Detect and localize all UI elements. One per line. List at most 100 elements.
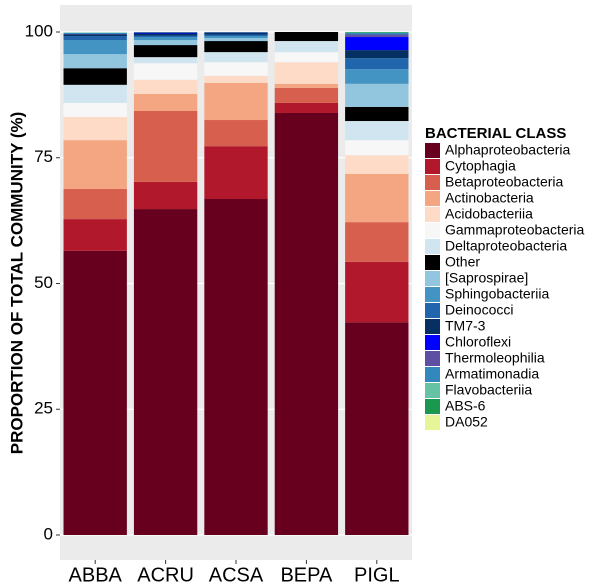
legend-label: Sphingobacteriia xyxy=(445,286,550,302)
legend-label: Gammaproteobacteria xyxy=(445,222,585,238)
bar-segment xyxy=(345,173,409,223)
bar-segment xyxy=(63,54,127,69)
bar-segment xyxy=(274,83,339,88)
bar-segment xyxy=(204,146,268,199)
bar-segment xyxy=(345,58,409,70)
bar-segment xyxy=(63,34,127,35)
bar-segment xyxy=(133,33,198,34)
bar-segment xyxy=(345,32,409,33)
bar-segment xyxy=(133,37,198,41)
bar-segment xyxy=(63,84,127,103)
bar-segment xyxy=(274,32,339,42)
bar-segment xyxy=(63,40,127,55)
legend-key xyxy=(425,367,440,382)
legend-key xyxy=(425,303,440,318)
bar-segment xyxy=(133,45,198,58)
bar-segment xyxy=(204,198,268,535)
bar-segment xyxy=(345,261,409,323)
legend-key xyxy=(425,191,440,206)
bar-segment xyxy=(274,87,339,103)
legend-key xyxy=(425,239,440,254)
legend-label: DA052 xyxy=(445,414,488,430)
bar-segment xyxy=(204,32,268,33)
legend-label: Other xyxy=(445,254,480,270)
legend-key xyxy=(425,319,440,334)
bar-segment xyxy=(345,140,409,156)
x-tick-label: ACRU xyxy=(137,564,194,586)
bar-segment xyxy=(133,93,198,111)
bar-segment xyxy=(345,83,409,107)
bar-segment xyxy=(345,34,409,38)
bar-segment xyxy=(63,36,127,41)
bar-segment xyxy=(345,121,409,141)
bar-segment xyxy=(133,57,198,64)
bar-segment xyxy=(204,82,268,121)
legend-label: Deinococci xyxy=(445,302,513,318)
x-tick-label: ACSA xyxy=(209,564,264,586)
bar-segment xyxy=(204,62,268,76)
bar-segment xyxy=(345,33,409,35)
bar-segment xyxy=(345,106,409,122)
legend-label: Cytophagia xyxy=(445,158,516,174)
legend-label: Chloroflexi xyxy=(445,334,511,350)
bar-segment xyxy=(345,32,409,34)
legend-key xyxy=(425,223,440,238)
bar-segment xyxy=(63,219,127,251)
bar-segment xyxy=(204,38,268,42)
legend-key xyxy=(425,255,440,270)
y-tick-label: 75 xyxy=(34,147,53,166)
bar-segment xyxy=(63,68,127,85)
bar-segment xyxy=(274,52,339,63)
bar-segment xyxy=(133,32,198,34)
bar-segment xyxy=(63,34,127,37)
legend-key xyxy=(425,159,440,174)
bar-segment xyxy=(345,37,409,51)
bar-segment xyxy=(133,63,198,80)
bar-segment xyxy=(133,35,198,38)
legend-title: BACTERIAL CLASS xyxy=(425,125,566,142)
legend-key xyxy=(425,335,440,350)
legend-key xyxy=(425,415,440,430)
bar-segment xyxy=(274,62,339,84)
bar-segment xyxy=(204,52,268,63)
legend-label: Thermoleophilia xyxy=(445,350,545,366)
legend-label: Alphaproteobacteria xyxy=(445,142,571,158)
legend-label: [Saprospirae] xyxy=(445,270,528,286)
y-tick-label: 50 xyxy=(34,273,53,292)
legend-key xyxy=(425,399,440,414)
bar-segment xyxy=(133,32,198,33)
bar-segment xyxy=(133,181,198,210)
y-tick-label: 0 xyxy=(44,524,53,543)
bar-segment xyxy=(345,155,409,174)
bar-segment xyxy=(63,117,127,141)
bar-segment xyxy=(204,36,268,39)
legend-label: Actinobacteria xyxy=(445,190,534,206)
bar-segment xyxy=(204,41,268,53)
bar-segment xyxy=(204,32,268,34)
legend-key xyxy=(425,175,440,190)
legend-key xyxy=(425,351,440,366)
bar-segment xyxy=(63,33,127,35)
bar-segment xyxy=(133,40,198,46)
legend-label: Flavobacteriia xyxy=(445,382,532,398)
bar-segment xyxy=(63,32,127,34)
y-axis-title: PROPORTION OF TOTAL COMMUNITY (%) xyxy=(7,112,26,455)
y-tick-label: 100 xyxy=(25,21,53,40)
bar-segment xyxy=(133,110,198,182)
x-tick-label: PIGL xyxy=(354,564,400,586)
legend-label: Acidobacteriia xyxy=(445,206,533,222)
bar-segment xyxy=(133,79,198,94)
bar-segment xyxy=(345,50,409,59)
x-tick-label: BEPA xyxy=(280,564,333,586)
legend-label: ABS-6 xyxy=(445,398,486,414)
bar-segment xyxy=(204,34,268,37)
bar-segment xyxy=(345,322,409,535)
bar-segment xyxy=(345,69,409,84)
bar-segment xyxy=(204,33,268,35)
bar-segment xyxy=(63,188,127,220)
bar-segment xyxy=(345,222,409,262)
legend-label: Betaproteobacteria xyxy=(445,174,564,190)
legend-key xyxy=(425,143,440,158)
bar-segment xyxy=(274,112,339,535)
